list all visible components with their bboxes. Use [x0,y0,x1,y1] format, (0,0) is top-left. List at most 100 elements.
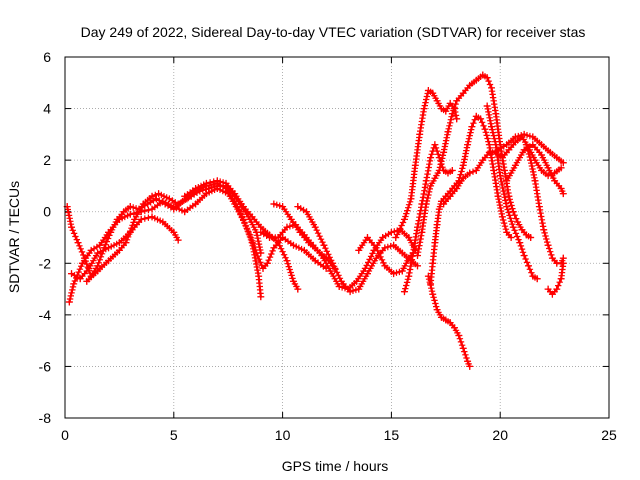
data-point [559,159,567,167]
data-point [213,177,221,185]
data-point [559,259,567,267]
x-tick-label: 0 [61,427,69,443]
y-tick-label: 2 [43,152,51,168]
data-point [505,192,513,200]
satellite-track-20 [544,259,567,298]
data-point [259,264,267,272]
data-point [407,195,415,203]
data-point [270,244,278,252]
data-point [446,319,454,327]
satellite-track-14-markers [425,273,473,370]
data-point [414,262,422,270]
data-point [509,223,517,231]
data-point [453,97,461,105]
y-tick-label: -2 [39,255,52,271]
data-point [192,185,200,193]
data-point [131,215,139,223]
data-point [544,285,552,293]
data-point [494,192,502,200]
data-point [409,249,417,257]
data-point [431,239,439,247]
data-point [390,270,398,278]
data-point [148,192,156,200]
data-point [115,215,123,223]
data-point [481,125,489,133]
grid-layer [65,57,609,418]
x-tick-label: 25 [601,427,617,443]
satellite-track-12 [414,71,535,260]
data-point [483,74,491,82]
x-tick-label: 10 [275,427,291,443]
data-point [83,277,91,285]
data-point [239,215,247,223]
data-point [453,185,461,193]
data-point [431,141,439,149]
data-point [126,210,134,218]
satellite-track-3 [68,213,182,283]
data-point [466,362,474,370]
data-point [509,208,517,216]
data-point [487,123,495,131]
data-point [231,190,239,198]
data-point [289,277,297,285]
data-layer [63,71,567,370]
data-point [398,249,406,257]
data-point [405,234,413,241]
data-point [122,239,130,247]
data-point [548,290,556,298]
y-tick-label: 0 [43,204,51,220]
data-point [239,203,247,211]
data-point [501,166,509,174]
data-point [405,272,413,280]
data-point [522,141,530,149]
data-point [105,257,113,265]
plot-frame [64,56,610,419]
data-point [313,246,321,254]
satellite-track-16 [483,102,541,283]
data-point [76,275,84,283]
data-point [490,166,498,174]
data-point [170,228,178,236]
data-point [85,264,93,272]
data-point [557,185,565,193]
data-point [538,141,546,149]
data-point [440,148,448,156]
data-point [222,179,230,187]
data-point [335,282,343,290]
data-point [433,97,441,105]
data-point [553,285,561,293]
data-point [418,228,426,236]
data-point [94,249,102,257]
data-point [283,257,291,265]
data-point [429,89,437,97]
data-point [459,174,467,182]
satellite-track-11 [400,141,456,296]
y-axis-label: SDTVAR / TECUs [6,181,22,293]
data-point [363,270,371,278]
data-point [414,223,422,231]
data-point [74,239,82,247]
data-point [496,172,504,180]
data-point [507,234,515,241]
data-point [422,200,430,208]
data-point [520,252,528,260]
data-point [387,228,395,236]
data-point [448,110,456,118]
data-point [427,154,435,162]
data-point [529,272,537,280]
data-point [527,234,535,241]
data-point [411,161,419,169]
data-point [498,213,506,221]
data-point [326,267,334,275]
data-point [529,141,537,149]
data-point [551,177,559,185]
data-point [535,203,543,211]
data-point [400,288,408,296]
satellite-track-16-path [486,104,539,280]
data-point [400,215,408,223]
data-point [483,102,491,110]
satellite-track-14 [424,272,474,370]
data-point [115,246,123,254]
data-point [255,272,263,280]
